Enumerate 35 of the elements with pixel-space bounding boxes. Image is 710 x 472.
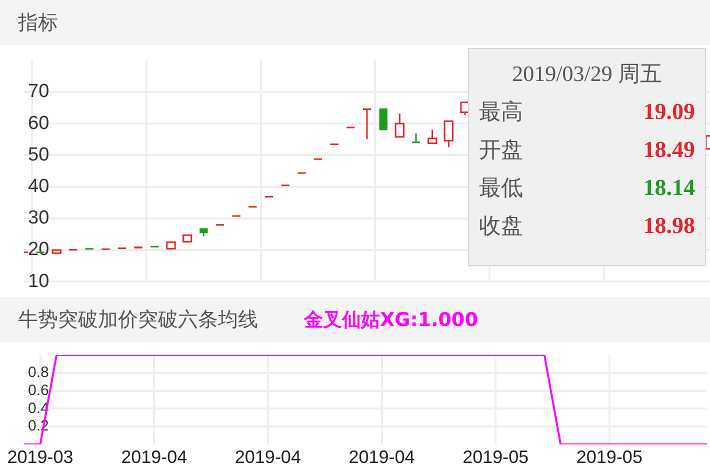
annotation: 18.14 bbox=[643, 175, 695, 201]
candlestick bbox=[52, 249, 62, 254]
x-tick-label: 2019-04 bbox=[348, 447, 415, 468]
y-tick-label: 60 bbox=[28, 112, 50, 134]
x-tick-label: 2019-04 bbox=[121, 447, 188, 468]
annotation: 最低 bbox=[479, 175, 523, 203]
candlestick bbox=[182, 234, 192, 243]
x-tick-label: 2019-04 bbox=[234, 447, 301, 468]
x-tick-label: 2019-03 bbox=[7, 447, 74, 468]
x-tick-label: 2019-05 bbox=[462, 447, 529, 468]
x-tick-label: 2019-05 bbox=[576, 447, 642, 468]
candlestick bbox=[362, 108, 372, 140]
y-tick-label: 20 bbox=[28, 239, 50, 260]
y-tick-label: 10 bbox=[28, 270, 50, 292]
y-tick-label: 30 bbox=[28, 208, 50, 229]
candlestick bbox=[394, 112, 404, 138]
annotation: 2019/03/29 周五 bbox=[511, 60, 663, 88]
annotation: 最高 bbox=[479, 99, 523, 127]
candlestick bbox=[379, 108, 388, 130]
y-tick-label: 70 bbox=[28, 81, 50, 102]
chart-title: 牛势突破加价突破六条均线 bbox=[18, 306, 258, 333]
annotation: 19.09 bbox=[643, 99, 695, 125]
annotation: 收盘 bbox=[479, 213, 523, 241]
series-label: 金叉仙姑XG:1.000 bbox=[304, 308, 478, 332]
annotation: 18.98 bbox=[643, 213, 695, 239]
candlestick bbox=[428, 128, 438, 144]
y-tick-label: 40 bbox=[28, 176, 50, 198]
y-tick-label: 50 bbox=[28, 144, 50, 166]
y-tick-label: 0.6 bbox=[28, 382, 49, 399]
y-tick-label: 0.8 bbox=[28, 364, 49, 382]
annotation: 18.49 bbox=[643, 137, 695, 163]
candlestick bbox=[412, 132, 420, 144]
annotation: 开盘 bbox=[479, 137, 523, 165]
candlestick bbox=[166, 241, 176, 250]
chart-title: 指标 bbox=[18, 9, 58, 36]
